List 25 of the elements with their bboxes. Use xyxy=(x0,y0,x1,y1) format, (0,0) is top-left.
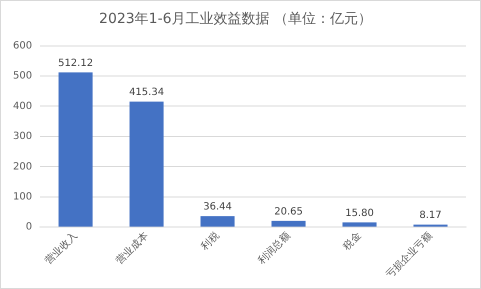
bar xyxy=(130,102,164,227)
y-tick-label: 0 xyxy=(26,222,32,233)
y-tick-label: 200 xyxy=(12,161,32,172)
y-tick-label: 400 xyxy=(12,100,32,112)
y-tick-label: 300 xyxy=(12,131,32,142)
chart-title: 2023年1-6月工业效益数据 （单位：亿元） xyxy=(99,11,372,28)
y-tick-label: 100 xyxy=(12,191,32,202)
data-label: 36.44 xyxy=(203,202,232,213)
x-tick-label: 利润总额 xyxy=(256,230,292,267)
bar xyxy=(272,220,306,227)
data-label: 8.17 xyxy=(419,210,442,222)
x-tick-label: 营业成本 xyxy=(114,230,151,267)
data-label: 512.12 xyxy=(58,58,94,69)
bar xyxy=(342,222,377,227)
x-tick-label: 利税 xyxy=(198,230,222,252)
x-tick-label: 亏损企业亏额 xyxy=(384,230,434,281)
data-label: 415.34 xyxy=(129,87,164,98)
x-tick-label: 税金 xyxy=(340,230,364,252)
x-tick-label: 营业收入 xyxy=(42,230,80,267)
bar xyxy=(58,72,93,227)
data-label: 15.80 xyxy=(345,208,374,219)
data-label: 20.65 xyxy=(274,206,303,218)
y-tick-label: 500 xyxy=(12,70,32,82)
bar xyxy=(200,216,235,227)
y-tick-label: 600 xyxy=(12,40,32,52)
